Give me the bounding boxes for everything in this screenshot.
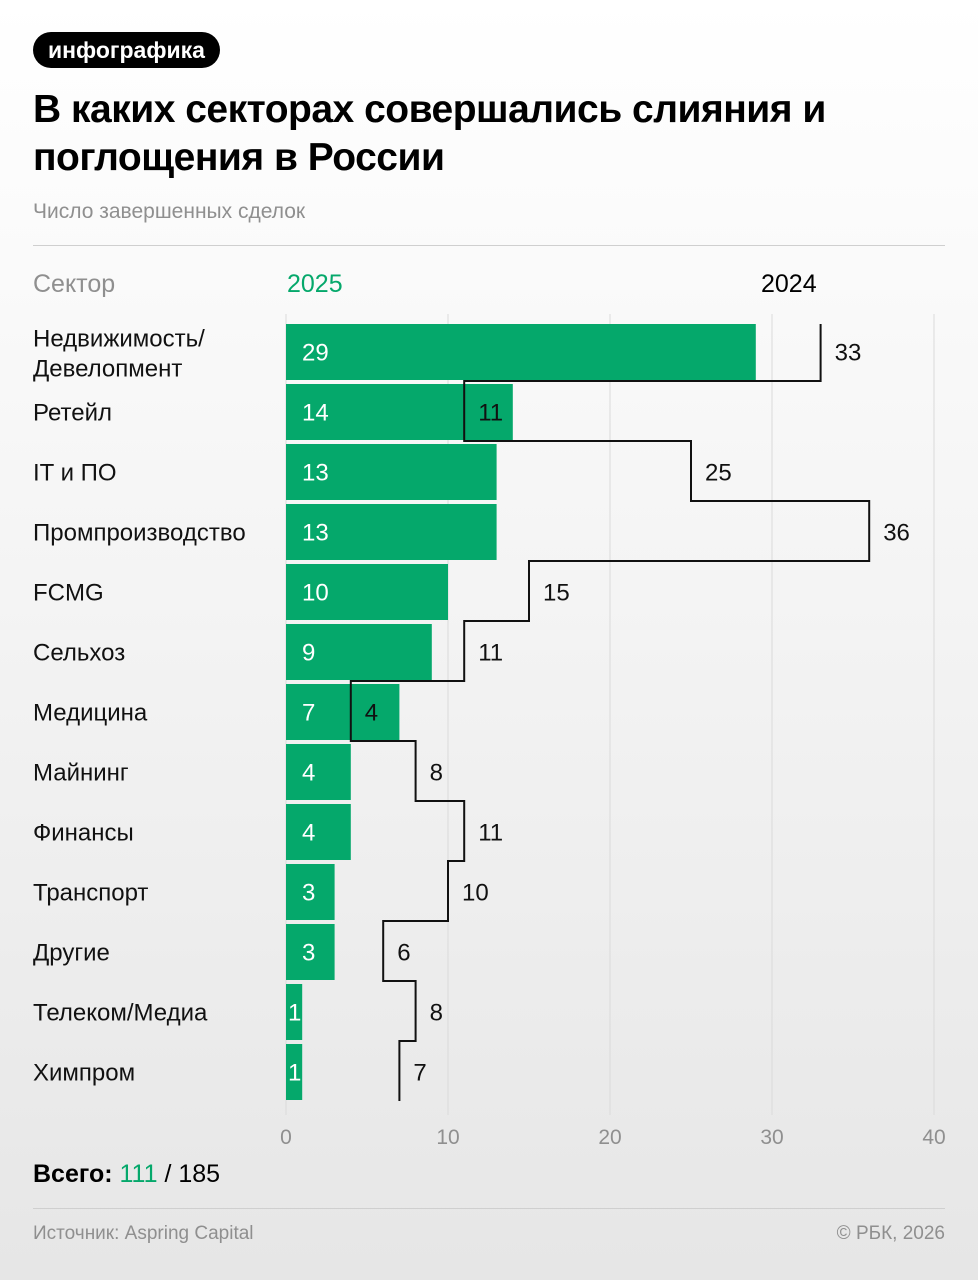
sector-label: Сельхоз: [33, 640, 125, 667]
bar-2025-label: 9: [302, 640, 315, 667]
bar-2025: [286, 864, 335, 920]
bar-2025: [286, 504, 497, 560]
copyright: © РБК, 2026: [836, 1223, 945, 1244]
sector-label: Девелопмент: [33, 356, 182, 383]
bar-2025-label: 1: [288, 1060, 301, 1087]
sector-label: Недвижимость/: [33, 326, 205, 353]
x-tick-label: 40: [922, 1126, 945, 1149]
sector-label: Финансы: [33, 820, 134, 847]
bar-2025-label: 4: [302, 820, 315, 847]
x-tick-label: 30: [760, 1126, 783, 1149]
line-2024: [349, 324, 871, 1101]
value-2024-label: 8: [430, 1000, 443, 1027]
bar-2025-label: 3: [302, 940, 315, 967]
bar-2025: [286, 1044, 303, 1100]
footer-divider: [33, 1208, 945, 1209]
sector-label: FCMG: [33, 580, 104, 607]
bar-2025-label: 29: [302, 340, 329, 367]
bar-2025: [286, 384, 513, 440]
category-badge: инфографика: [33, 32, 220, 68]
x-tick-label: 10: [436, 1126, 459, 1149]
value-2024-label: 6: [397, 940, 410, 967]
value-2024-label: 11: [478, 400, 503, 427]
value-2024-label: 4: [365, 700, 378, 727]
total-label: Всего:: [33, 1160, 113, 1188]
sector-label: Майнинг: [33, 760, 129, 787]
bar-2025: [286, 444, 497, 500]
x-tick-label: 20: [598, 1126, 621, 1149]
total-2024: 185: [178, 1160, 221, 1188]
total-2025: 111: [119, 1160, 158, 1188]
bar-2025-label: 1: [288, 1000, 301, 1027]
value-2024-label: 33: [835, 340, 862, 367]
sector-label: Химпром: [33, 1060, 135, 1087]
source: Источник: Aspring Capital: [33, 1223, 254, 1244]
total: Всего: 111 / 185: [33, 1160, 220, 1189]
bar-2025-label: 7: [302, 700, 315, 727]
page-title: В каких секторах совершались слияния и п…: [33, 88, 826, 179]
legend-2024: 2024: [761, 270, 817, 298]
legend-2025: 2025: [287, 270, 343, 298]
sector-label: Ретейл: [33, 400, 112, 427]
x-tick-label: 0: [280, 1126, 292, 1149]
bar-2025: [286, 984, 303, 1040]
sector-label: Транспорт: [33, 880, 148, 907]
sector-label: Промпроизводство: [33, 520, 246, 547]
bar-2025: [286, 564, 448, 620]
divider: [33, 245, 945, 246]
value-2024-label: 36: [883, 520, 910, 547]
value-2024-label: 10: [462, 880, 489, 907]
sector-header: Сектор: [33, 270, 116, 298]
value-2024-label: 15: [543, 580, 570, 607]
bar-2025-label: 10: [302, 580, 329, 607]
value-2024-label: 11: [478, 640, 503, 667]
bar-2025: [286, 924, 335, 980]
bar-2025: [286, 624, 432, 680]
bar-2025: [286, 324, 756, 380]
bar-2025-label: 13: [302, 520, 329, 547]
subtitle: Число завершенных сделок: [33, 200, 306, 223]
bar-2025-label: 13: [302, 460, 329, 487]
bar-2025-label: 3: [302, 880, 315, 907]
bar-2025: [286, 804, 351, 860]
sector-label: Медицина: [33, 700, 148, 727]
bar-2025-label: 14: [302, 400, 329, 427]
bar-2025: [286, 744, 351, 800]
bar-2025: [286, 684, 400, 740]
value-2024-label: 11: [478, 820, 503, 847]
sector-label: IT и ПО: [33, 460, 117, 487]
sector-label: Телеком/Медиа: [33, 1000, 208, 1027]
sector-label: Другие: [33, 940, 110, 967]
bar-2025-label: 4: [302, 760, 315, 787]
value-2024-label: 25: [705, 460, 732, 487]
value-2024-label: 7: [413, 1060, 426, 1087]
total-separator: /: [164, 1160, 172, 1188]
value-2024-label: 8: [430, 760, 443, 787]
